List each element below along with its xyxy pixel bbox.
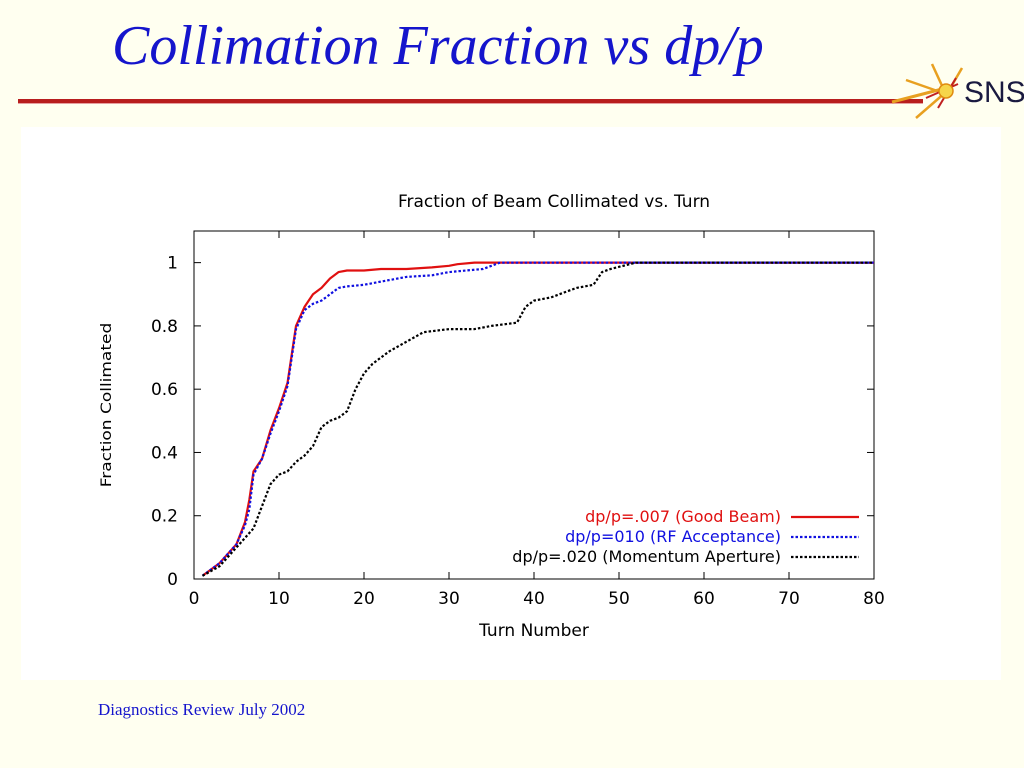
x-tick-label: 60 bbox=[693, 589, 715, 609]
chart-title: Fraction of Beam Collimated vs. Turn bbox=[398, 192, 710, 212]
x-tick-label: 50 bbox=[608, 589, 630, 609]
sns-starburst-icon bbox=[891, 63, 964, 119]
x-tick-label: 30 bbox=[438, 589, 460, 609]
sns-logo: SNS bbox=[891, 63, 1024, 119]
sns-logo-text: SNS bbox=[964, 76, 1024, 109]
legend-label-2: dp/p=010 (RF Acceptance) bbox=[565, 527, 781, 546]
y-tick-label: 0.2 bbox=[151, 507, 178, 527]
series-line-2 bbox=[201, 261, 874, 577]
y-tick-label: 1 bbox=[167, 254, 178, 274]
x-tick-label: 20 bbox=[353, 589, 375, 609]
slide-title: Collimation Fraction vs dp/p bbox=[112, 15, 764, 77]
y-axis-label: Fraction Collimated bbox=[98, 323, 114, 487]
legend-label-1: dp/p=.007 (Good Beam) bbox=[585, 507, 781, 526]
x-tick-label: 80 bbox=[863, 589, 885, 609]
x-tick-label: 40 bbox=[523, 589, 545, 609]
y-tick-label: 0.6 bbox=[151, 380, 178, 400]
x-tick-label: 70 bbox=[778, 589, 800, 609]
footer-text: Diagnostics Review July 2002 bbox=[98, 700, 306, 719]
series-line-3 bbox=[201, 261, 874, 577]
title-divider bbox=[18, 99, 923, 104]
x-tick-label: 0 bbox=[189, 589, 200, 609]
chart-panel: Fraction of Beam Collimated vs. Turn 0 10 2… bbox=[21, 127, 1001, 680]
y-tick-label: 0.8 bbox=[151, 317, 178, 337]
x-tick-label: 10 bbox=[268, 589, 290, 609]
y-tick-label: 0 bbox=[167, 570, 178, 590]
y-tick-label: 0.4 bbox=[151, 443, 178, 463]
x-axis-label: Turn Number bbox=[478, 621, 589, 641]
legend-label-3: dp/p=.020 (Momentum Aperture) bbox=[512, 547, 781, 566]
